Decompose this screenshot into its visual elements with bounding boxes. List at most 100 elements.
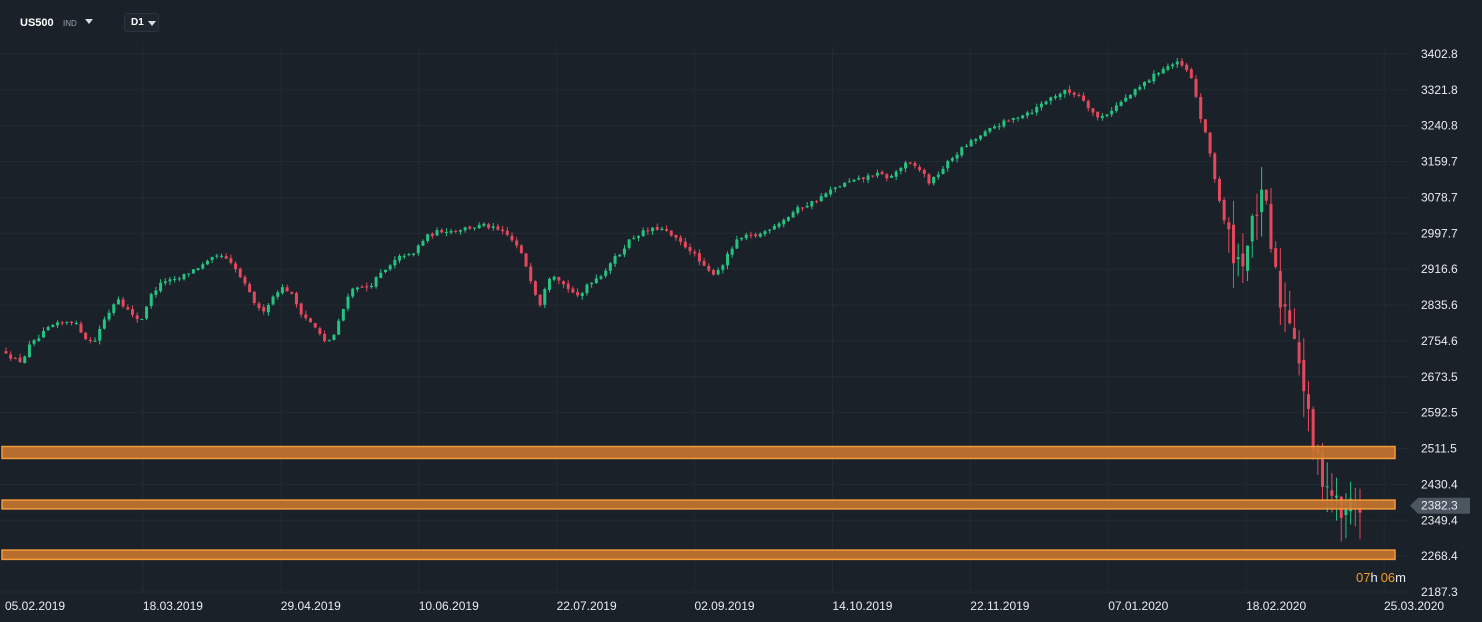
candle [861, 176, 865, 183]
candle [885, 172, 889, 182]
candle [1133, 88, 1137, 98]
candle [594, 274, 598, 284]
x-tick-label: 10.06.2019 [419, 599, 479, 613]
candle [126, 304, 130, 310]
candle [665, 225, 669, 232]
candle [32, 338, 36, 347]
candle [1053, 94, 1057, 100]
candle [1297, 330, 1301, 376]
candle [1063, 89, 1067, 98]
candle [964, 143, 968, 148]
x-tick-label: 22.11.2019 [970, 599, 1029, 613]
candle [566, 280, 570, 293]
candle [744, 232, 748, 241]
candle [1021, 114, 1025, 120]
candle [154, 286, 158, 298]
candle [1189, 67, 1193, 79]
current-price-label: 2382.3 [1421, 499, 1458, 513]
current-zone[interactable] [1, 499, 1396, 510]
candle [1227, 217, 1231, 253]
candle [41, 327, 45, 338]
candle [374, 275, 378, 289]
y-tick-label: 3402.8 [1421, 47, 1458, 61]
chevron-down-icon[interactable] [85, 19, 93, 24]
candle [398, 254, 402, 264]
timeframe-selector[interactable]: D1 [124, 13, 159, 32]
candle [538, 294, 542, 307]
candle [360, 285, 364, 288]
candle [1208, 131, 1212, 158]
y-tick-label: 2592.5 [1421, 406, 1458, 420]
candle [238, 267, 242, 279]
x-tick-label: 18.03.2019 [143, 599, 203, 613]
y-tick-label: 2835.6 [1421, 298, 1458, 312]
candle [393, 256, 397, 269]
candle [510, 232, 514, 243]
candle [1142, 81, 1146, 90]
y-tick-label: 3159.7 [1421, 155, 1458, 169]
resistance-zone[interactable] [1, 445, 1396, 460]
candle [622, 244, 626, 258]
candle [1002, 118, 1006, 129]
y-tick-label: 2916.6 [1421, 262, 1458, 276]
candle [533, 280, 537, 297]
candle [412, 252, 416, 257]
candle [1011, 117, 1015, 123]
candle [1119, 100, 1123, 107]
candle [449, 228, 453, 235]
candle [454, 229, 458, 234]
candle [1232, 200, 1236, 288]
candle [674, 234, 678, 241]
candle [407, 252, 411, 257]
candle [683, 237, 687, 249]
current-price-tag-group: 2382.3 [1410, 497, 1470, 514]
candle [866, 173, 870, 184]
candle [918, 164, 922, 173]
candle [505, 226, 509, 237]
candle [496, 223, 500, 231]
candle [1274, 241, 1278, 269]
candle [950, 156, 954, 163]
candle [290, 291, 294, 295]
candle [1039, 101, 1043, 111]
x-tick-label: 18.02.2020 [1246, 599, 1306, 613]
candle [852, 179, 856, 183]
candle [922, 168, 926, 178]
symbol-label[interactable]: US500 [20, 17, 54, 29]
candle [988, 127, 992, 134]
candle [1171, 62, 1175, 69]
candle [979, 135, 983, 141]
candle [388, 263, 392, 272]
candle [693, 249, 697, 257]
candle [196, 267, 200, 271]
chart-grid [0, 46, 1410, 594]
candle [121, 296, 125, 309]
chevron-down-icon[interactable] [148, 21, 156, 26]
candle [932, 176, 936, 186]
candle [1077, 92, 1081, 98]
candle [547, 277, 551, 293]
symbol-type-label: IND [63, 19, 77, 28]
support-zone[interactable] [1, 549, 1396, 561]
candle [84, 331, 88, 341]
x-tick-label: 02.09.2019 [695, 599, 755, 613]
candle [473, 227, 477, 231]
y-tick-label: 2268.4 [1421, 549, 1458, 563]
candle [1030, 109, 1034, 115]
candle [487, 222, 491, 230]
candle [1180, 58, 1184, 68]
candle [27, 340, 31, 358]
candle [145, 306, 149, 321]
candle [229, 254, 233, 265]
candle [660, 226, 664, 231]
candle [946, 159, 950, 172]
candle [159, 279, 163, 293]
candle [880, 170, 884, 175]
candle [936, 171, 940, 180]
candle [463, 226, 467, 233]
candle [1236, 243, 1240, 277]
candle [960, 146, 964, 158]
candle [252, 291, 256, 306]
candle [491, 222, 495, 231]
